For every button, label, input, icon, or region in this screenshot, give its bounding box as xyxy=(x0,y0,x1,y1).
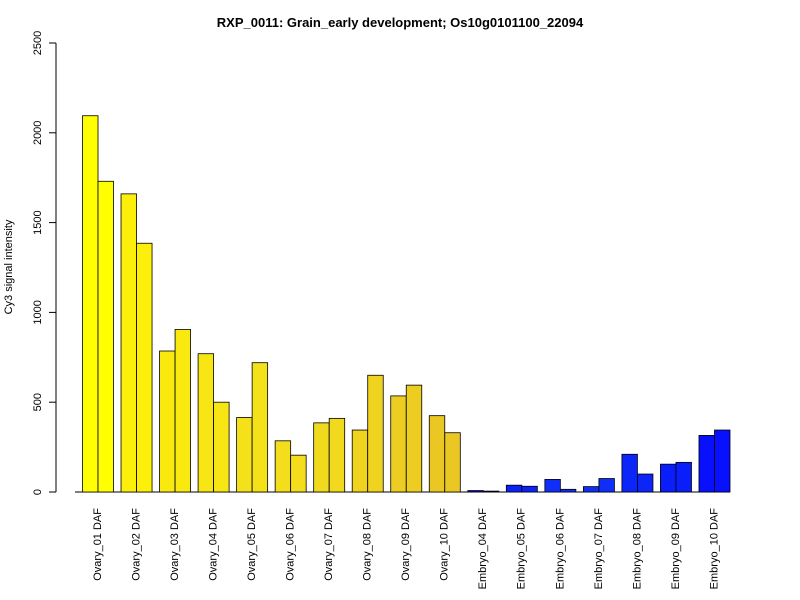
x-tick-label: Embryo_06 DAF xyxy=(554,508,566,590)
bar xyxy=(159,350,176,493)
bar xyxy=(120,193,137,493)
bar xyxy=(97,180,114,493)
bar xyxy=(367,374,384,493)
bar xyxy=(213,401,230,493)
x-tick-label: Ovary_06 DAF xyxy=(285,508,297,581)
x-tick-label: Embryo_05 DAF xyxy=(516,508,528,590)
x-tick-label: Ovary_05 DAF xyxy=(246,508,258,581)
x-tick-label: Ovary_07 DAF xyxy=(323,508,335,581)
bar xyxy=(290,454,307,493)
y-tick-label: 1500 xyxy=(32,210,44,234)
bar xyxy=(714,429,731,493)
bar xyxy=(313,422,330,493)
bar xyxy=(428,415,446,493)
bar xyxy=(621,453,638,493)
bar xyxy=(351,429,369,493)
bar xyxy=(467,490,484,493)
x-tick-labels: Ovary_01 DAF Ovary_02 DAF Ovary_03 DAF Ovar… xyxy=(92,508,720,590)
x-tick-label: Embryo_08 DAF xyxy=(631,508,643,590)
bar xyxy=(236,417,253,493)
x-tick-label: Ovary_02 DAF xyxy=(130,508,142,581)
bar xyxy=(328,417,346,493)
bar xyxy=(505,484,523,493)
bar xyxy=(174,329,191,493)
y-tick-label: 2500 xyxy=(32,31,44,55)
x-tick-label: Ovary_10 DAF xyxy=(439,508,451,581)
x-tick-label: Ovary_01 DAF xyxy=(92,508,104,581)
bar xyxy=(482,490,500,493)
y-axis-label: Cy3 signal intensity xyxy=(3,219,15,314)
y-tick-label: 0 xyxy=(32,489,44,495)
bar xyxy=(136,242,153,493)
y-tick-label: 500 xyxy=(32,393,44,411)
chart-title: RXP_0011: Grain_early development; Os10g… xyxy=(217,15,584,30)
x-tick-label: Embryo_10 DAF xyxy=(708,508,720,590)
x-tick-label: Embryo_09 DAF xyxy=(670,508,682,590)
bar xyxy=(274,440,292,493)
bar xyxy=(559,488,577,493)
y-tick-label: 2000 xyxy=(32,121,44,145)
bar xyxy=(390,395,407,493)
bars xyxy=(82,115,731,493)
bar xyxy=(637,473,654,493)
x-tick-label: Ovary_03 DAF xyxy=(169,508,181,581)
bar xyxy=(660,463,677,493)
y-axis: 0 500 1000 1500 2000 2500 xyxy=(32,31,57,495)
bar xyxy=(197,353,214,493)
x-tick-label: Embryo_07 DAF xyxy=(593,508,605,590)
bar xyxy=(598,478,615,493)
bar xyxy=(251,362,269,493)
bar xyxy=(544,479,561,493)
bar xyxy=(582,486,600,493)
bar xyxy=(405,384,423,493)
bar xyxy=(82,115,99,493)
x-tick-label: Embryo_04 DAF xyxy=(477,508,489,590)
y-tick-label: 1000 xyxy=(32,300,44,324)
x-tick-label: Ovary_04 DAF xyxy=(208,508,220,581)
x-tick-label: Ovary_08 DAF xyxy=(362,508,374,581)
x-tick-label: Ovary_09 DAF xyxy=(400,508,412,581)
bar xyxy=(444,432,461,493)
bar xyxy=(521,485,538,493)
bar xyxy=(675,461,692,493)
bar xyxy=(698,435,715,493)
